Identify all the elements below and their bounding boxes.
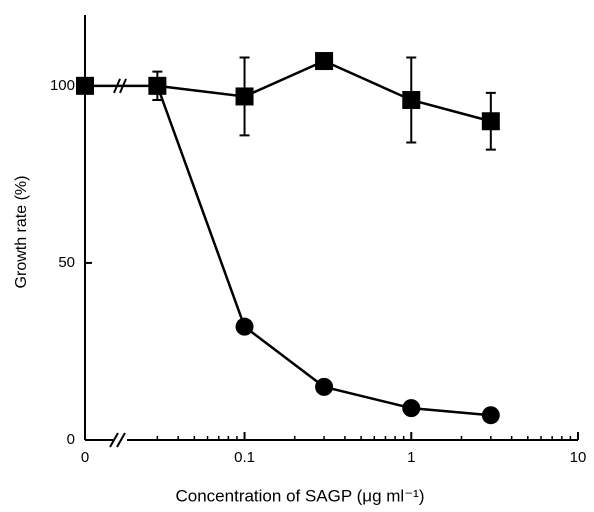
x-tick-label: 10 [570,449,587,466]
square-marker [235,87,254,106]
square-marker [315,52,334,71]
x-tick-label: 0 [81,449,89,466]
square-marker [481,112,500,131]
y-tick-label: 50 [58,254,75,271]
y-tick-label: 100 [50,77,75,94]
circle-marker [402,399,421,418]
circle-marker [315,377,334,396]
x-tick-label: 0.1 [234,449,255,466]
circle-marker [148,76,167,95]
x-axis-label: Concentration of SAGP (μg ml⁻¹) [176,486,425,505]
x-tick-label: 1 [407,449,415,466]
circle-marker [235,317,254,336]
square-marker [76,76,94,95]
axis-break [109,432,126,448]
series-line [156,85,491,417]
circle-marker [481,406,500,425]
series-line [85,59,492,123]
y-tick-label: 0 [67,431,75,448]
square-marker [402,91,421,109]
line-break [113,78,127,94]
y-axis-label: Growth rate (%) [13,176,30,289]
